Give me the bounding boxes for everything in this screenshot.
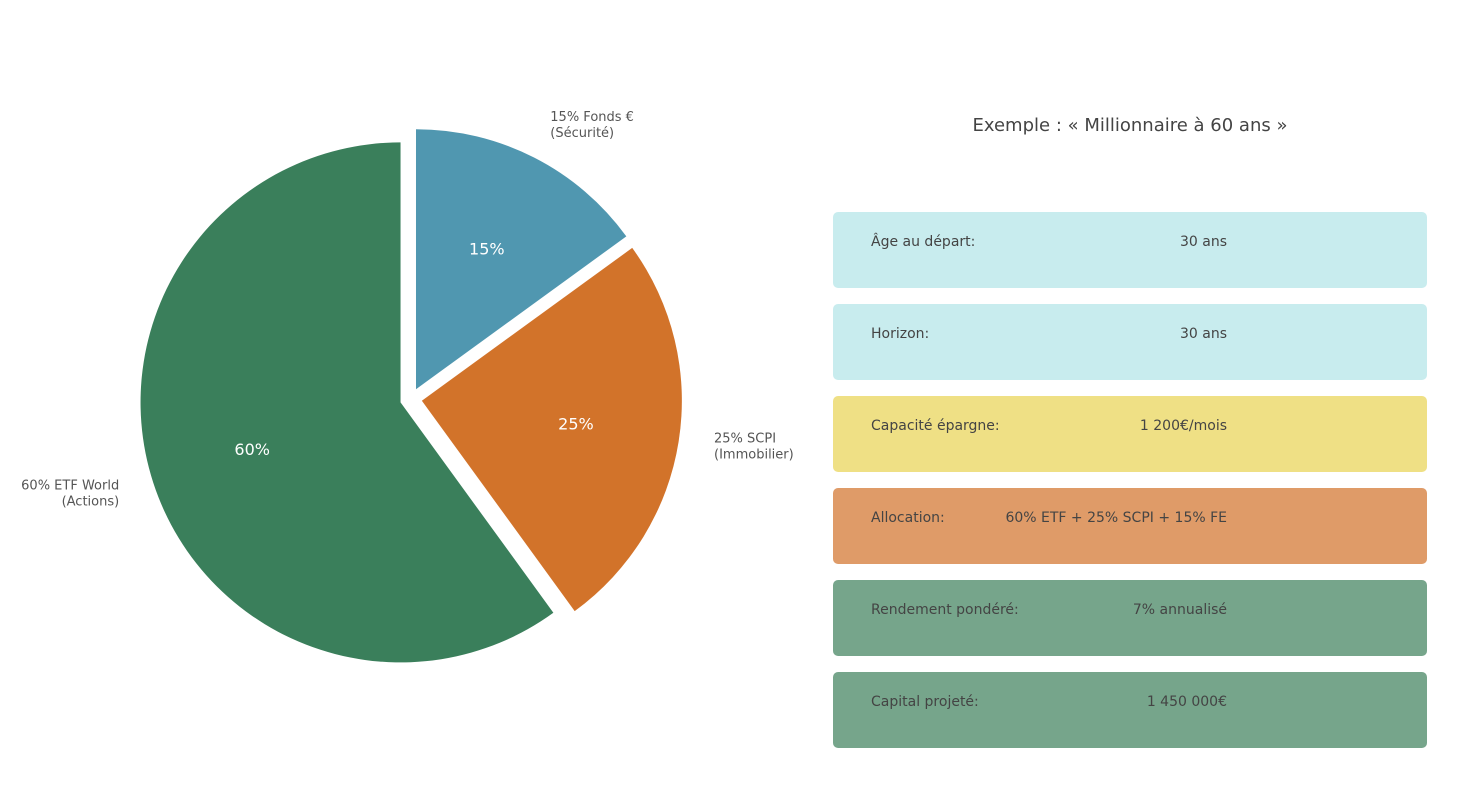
info-label: Allocation: (871, 510, 945, 526)
slice-value-label: 60% (234, 440, 270, 459)
info-label: Capital projeté: (871, 694, 979, 710)
info-label: Âge au départ: (871, 232, 975, 250)
info-label: Rendement pondéré: (871, 602, 1019, 618)
info-value: 30 ans (1180, 326, 1227, 342)
info-label: Capacité épargne: (871, 418, 1000, 434)
pie-slice (415, 129, 627, 390)
info-label: Horizon: (871, 326, 929, 342)
info-value: 60% ETF + 25% SCPI + 15% FE (1005, 510, 1227, 526)
info-card (833, 304, 1427, 380)
slice-label: (Immobilier) (714, 447, 794, 462)
slice-value-label: 25% (558, 415, 594, 434)
pie-slice (421, 247, 682, 612)
info-value: 1 450 000€ (1147, 694, 1227, 710)
slice-label: (Sécurité) (550, 126, 614, 141)
info-card (833, 212, 1427, 288)
slice-label: 60% ETF World (21, 478, 119, 493)
info-value: 1 200€/mois (1140, 418, 1227, 434)
slice-label: 25% SCPI (714, 431, 776, 446)
info-card (833, 580, 1427, 656)
info-card (833, 488, 1427, 564)
slice-value-label: 15% (469, 240, 505, 259)
info-value: 7% annualisé (1133, 602, 1227, 618)
slice-label: 15% Fonds € (550, 110, 634, 125)
info-card (833, 672, 1427, 748)
panel-title: Exemple : « Millionnaire à 60 ans » (973, 115, 1288, 136)
info-card (833, 396, 1427, 472)
pie-slice (140, 142, 554, 663)
slice-label: (Actions) (62, 494, 120, 509)
info-value: 30 ans (1180, 234, 1227, 250)
